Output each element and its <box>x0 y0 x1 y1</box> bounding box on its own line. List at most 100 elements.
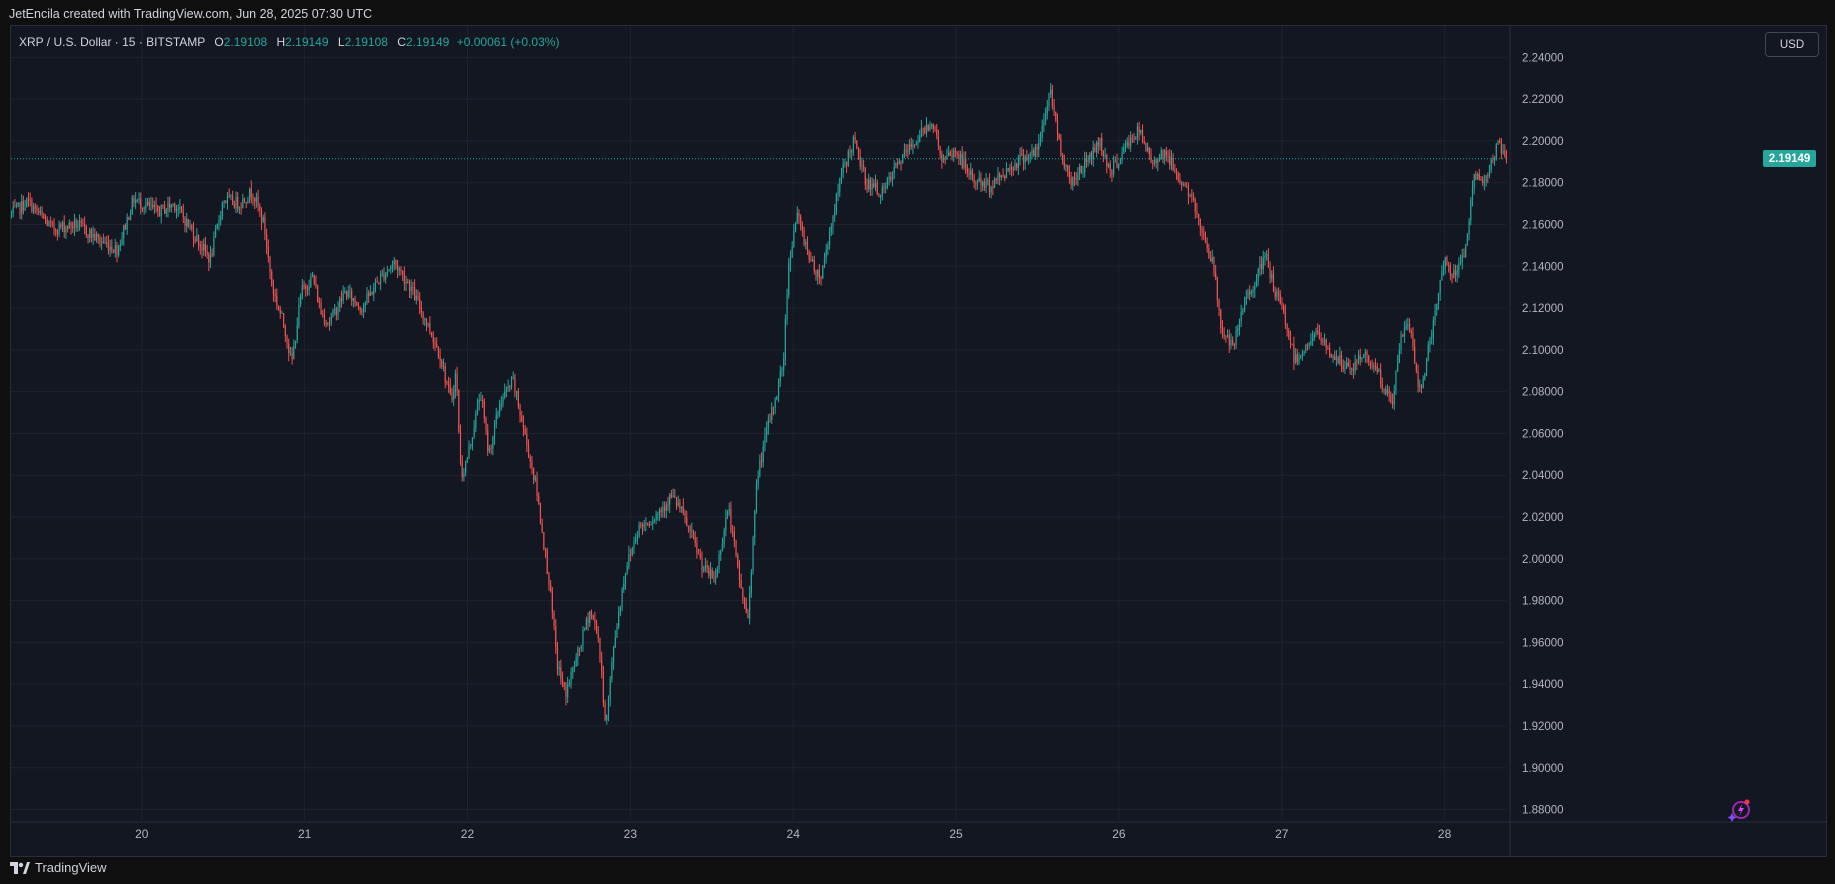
candle-body <box>1220 309 1222 329</box>
candle <box>538 492 540 506</box>
candle <box>92 226 94 245</box>
candle-body <box>730 509 732 532</box>
candle <box>1403 321 1406 343</box>
candle-body <box>772 407 775 408</box>
candle-body <box>318 302 320 303</box>
candle <box>599 637 601 663</box>
candle-body <box>691 530 693 532</box>
candle-body <box>1505 156 1508 159</box>
candle <box>1225 335 1227 343</box>
candle-body <box>56 231 59 235</box>
candle-body <box>67 226 69 229</box>
candle-body <box>1465 244 1467 258</box>
candle <box>660 506 662 518</box>
candle <box>777 378 780 403</box>
candle <box>1157 157 1159 172</box>
candle <box>155 197 157 213</box>
candle <box>197 234 200 251</box>
candle <box>551 586 553 620</box>
tradingview-footer[interactable]: TradingView <box>10 860 107 875</box>
candle <box>766 421 768 443</box>
candle <box>582 626 584 652</box>
sparkle-assistant-icon[interactable] <box>1727 797 1753 823</box>
candle <box>732 525 734 538</box>
candle <box>1359 348 1361 366</box>
candle <box>145 197 147 213</box>
candle-body <box>721 544 724 552</box>
candle <box>1102 150 1105 163</box>
candle-body <box>446 382 448 384</box>
candle <box>723 527 725 549</box>
candle <box>373 282 375 302</box>
candle <box>1199 218 1201 236</box>
candle <box>492 435 494 456</box>
price-tick-label: 2.20000 <box>1522 136 1564 148</box>
candle-body <box>709 569 712 577</box>
candle <box>1092 140 1094 167</box>
candle-body <box>1075 178 1077 180</box>
candle <box>1315 327 1317 337</box>
candle-body <box>211 254 213 256</box>
candle-body <box>606 714 608 721</box>
candle-body <box>1289 338 1292 344</box>
candle-body <box>1279 295 1281 304</box>
candle-body <box>871 183 873 191</box>
candle <box>847 148 849 168</box>
candle <box>1473 173 1475 195</box>
candle-body <box>961 154 963 168</box>
symbol-name[interactable]: XRP / U.S. Dollar · 15 · BITSTAMP <box>19 35 206 49</box>
candle-body <box>475 412 477 428</box>
candle-body <box>939 145 941 155</box>
candle <box>405 275 407 292</box>
candle-body <box>609 679 611 699</box>
candle <box>866 178 868 194</box>
candle-body <box>155 204 157 206</box>
candle-body <box>1272 273 1275 293</box>
price-tick-label: 2.00000 <box>1522 554 1564 566</box>
candle-body <box>1318 332 1321 339</box>
candle-body <box>648 525 650 527</box>
candle <box>1260 256 1263 275</box>
candle <box>349 284 351 299</box>
candle-body <box>982 181 984 186</box>
candle-body <box>373 288 375 295</box>
currency-button[interactable]: USD <box>1765 32 1819 57</box>
candle-body <box>439 356 441 362</box>
candle-body <box>170 204 172 208</box>
candle-body <box>577 647 579 658</box>
candle <box>1271 270 1273 283</box>
candle-body <box>1386 389 1389 394</box>
candle-body <box>1240 312 1242 322</box>
candle-body <box>667 504 669 506</box>
candle <box>1449 262 1451 281</box>
candle-body <box>771 407 773 421</box>
candle-body <box>1130 137 1132 147</box>
candle-body <box>914 144 916 146</box>
candle <box>1060 134 1062 157</box>
candle <box>953 147 955 162</box>
candle-body <box>1449 265 1451 276</box>
candle-body <box>119 244 121 247</box>
candle <box>565 682 567 706</box>
candle-body <box>490 448 492 449</box>
candle <box>1378 367 1380 373</box>
candle <box>1453 263 1455 279</box>
candle <box>728 502 730 516</box>
candle <box>951 148 953 161</box>
candle-body <box>1172 157 1174 171</box>
candle-body <box>1266 254 1268 256</box>
candle-body <box>903 149 906 155</box>
candle-body <box>262 217 264 222</box>
candle-body <box>1364 351 1366 355</box>
candle <box>954 147 957 158</box>
candle <box>820 275 822 286</box>
candle-body <box>1431 337 1433 339</box>
candle-body <box>254 198 256 202</box>
candle <box>436 337 438 348</box>
candle-body <box>415 295 417 300</box>
candle <box>109 239 111 257</box>
candle <box>1419 379 1421 393</box>
candle-body <box>31 200 33 212</box>
candle-body <box>1385 389 1387 394</box>
